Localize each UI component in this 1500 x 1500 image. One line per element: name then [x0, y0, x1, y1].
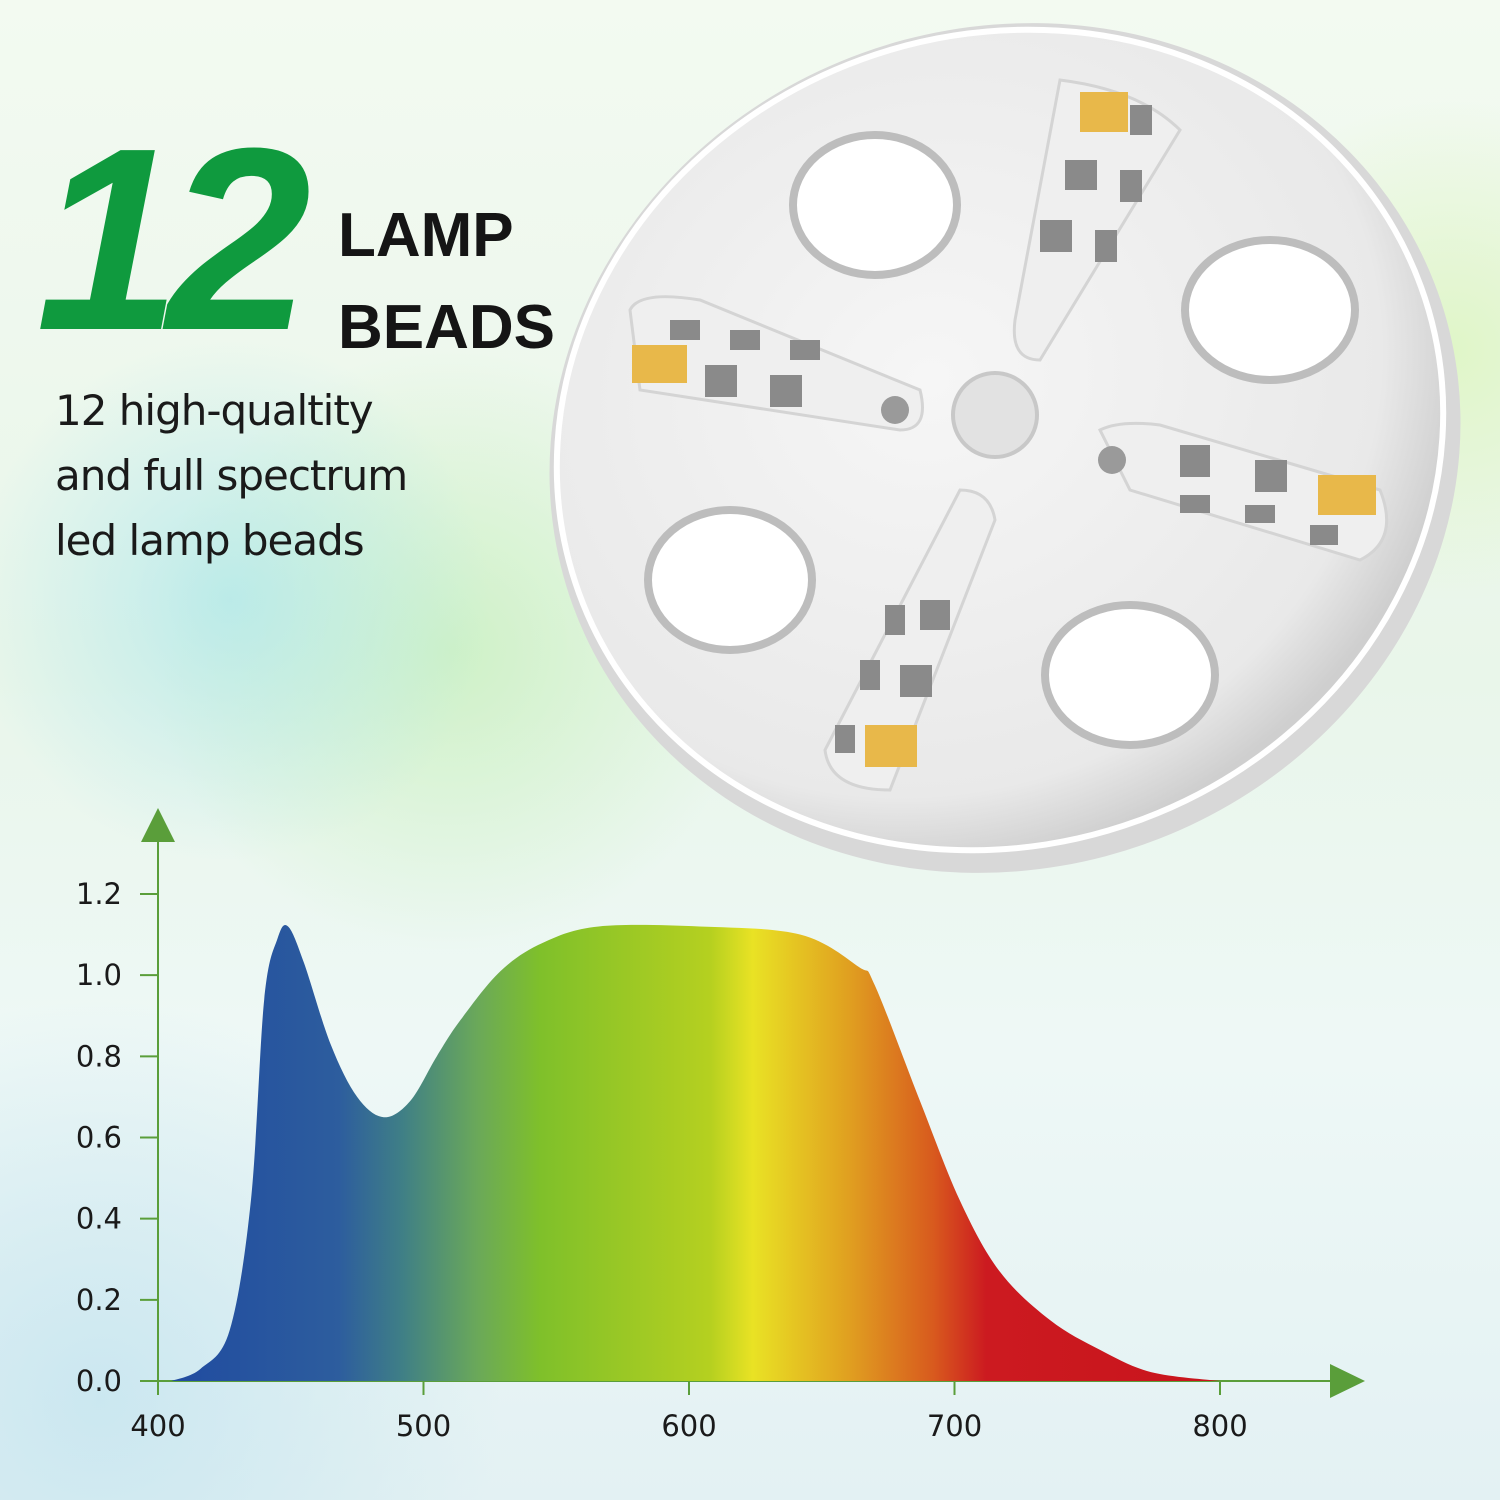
description-line: led lamp beads — [55, 516, 365, 565]
bead-count-number: 12 — [36, 95, 311, 385]
x-tick-label: 700 — [927, 1409, 982, 1443]
x-axis-arrow-icon — [1330, 1364, 1365, 1398]
lamp-bead-icon — [632, 92, 1376, 767]
y-tick-label: 0.6 — [76, 1121, 122, 1155]
x-tick-label: 400 — [130, 1409, 185, 1443]
y-tick-label: 0.8 — [76, 1039, 122, 1073]
description-line: 12 high-qualtity — [55, 386, 374, 435]
headline-line2: BEADS — [338, 293, 556, 362]
x-tick-label: 500 — [396, 1409, 451, 1443]
y-tick-label: 0.4 — [76, 1202, 122, 1236]
headline-text: LAMP BEADS — [338, 190, 555, 374]
y-tick-label: 0.2 — [76, 1283, 122, 1317]
spectrum-area — [171, 924, 1220, 1381]
led-disc-image — [549, 23, 1461, 873]
description-line: and full spectrum — [55, 451, 408, 500]
x-tick-label: 600 — [661, 1409, 716, 1443]
y-tick-label: 1.2 — [76, 877, 122, 911]
description: 12 high-qualtity and full spectrum led l… — [55, 378, 408, 573]
y-tick-label: 0.0 — [76, 1364, 122, 1398]
headline-line1: LAMP — [338, 201, 514, 270]
y-axis-arrow-icon — [141, 808, 175, 842]
x-tick-label: 800 — [1192, 1409, 1247, 1443]
y-tick-label: 1.0 — [76, 958, 122, 992]
